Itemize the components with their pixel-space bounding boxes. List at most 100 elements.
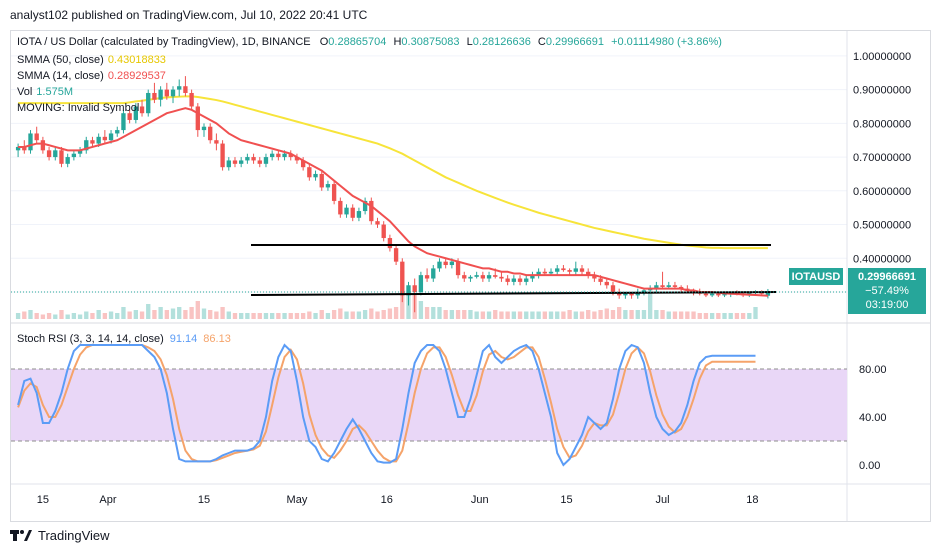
- candle: [443, 258, 448, 269]
- candle: [146, 89, 151, 117]
- candle: [486, 271, 492, 282]
- volume-bar: [232, 313, 238, 319]
- stoch-tick-label: 40.00: [859, 412, 887, 424]
- candle: [239, 157, 244, 168]
- volume-bar: [635, 310, 640, 319]
- time-tick-label: 15: [198, 494, 210, 506]
- candle: [536, 268, 541, 279]
- candle: [362, 197, 368, 215]
- candle: [468, 275, 473, 282]
- stoch-k-value: 91.14: [170, 333, 198, 345]
- volume-bar: [350, 311, 355, 319]
- volume-bar: [133, 310, 139, 319]
- candle: [65, 153, 70, 168]
- candle: [424, 268, 430, 282]
- price-tag-countdown: 03:19:00: [866, 299, 909, 311]
- brand-name: TradingView: [38, 527, 110, 543]
- tradingview-footer[interactable]: TradingView: [10, 522, 110, 548]
- volume-bar: [115, 313, 120, 319]
- volume-bar: [152, 310, 157, 319]
- volume-bar: [375, 311, 380, 319]
- volume-bar: [40, 314, 46, 319]
- candle: [251, 153, 256, 164]
- stoch-k-line: [17, 343, 756, 467]
- volume-bar: [530, 311, 535, 319]
- candle: [561, 265, 566, 272]
- time-axis[interactable]: 15 Apr 15 May 16 Jun 15 Jul 18: [37, 494, 759, 506]
- volume-bar: [53, 314, 58, 319]
- volume-bar: [474, 311, 479, 319]
- volume-bar: [381, 310, 386, 319]
- volume-bar: [195, 301, 200, 319]
- candle: [666, 281, 671, 289]
- candle: [164, 82, 169, 100]
- volume-bar: [214, 311, 219, 319]
- volume-bar: [561, 311, 566, 319]
- candle: [462, 271, 467, 282]
- volume-bar: [307, 311, 312, 319]
- volume-bar: [734, 313, 740, 319]
- volume-bar: [567, 310, 572, 319]
- candle: [257, 157, 262, 168]
- volume-bar: [257, 313, 262, 319]
- volume-bar: [672, 311, 678, 319]
- volume-bar: [121, 307, 126, 319]
- volume-bar: [716, 313, 721, 319]
- volume-bar: [449, 310, 455, 319]
- candle: [567, 268, 572, 276]
- smma14-label: SMMA (14, close): [17, 70, 104, 82]
- candle: [15, 143, 21, 158]
- time-tick-label: Jun: [471, 494, 489, 506]
- support-trendline[interactable]: [250, 291, 777, 296]
- candle: [214, 133, 219, 151]
- candle: [592, 271, 597, 282]
- high-value: 0.30875083: [401, 36, 459, 48]
- volume-bar: [300, 313, 306, 319]
- volume-bar: [728, 313, 733, 319]
- candle: [660, 271, 665, 289]
- volume-bar: [641, 310, 647, 319]
- stoch-tick-label: 0.00: [859, 460, 880, 472]
- volume-bar: [96, 310, 101, 319]
- candle: [313, 170, 318, 181]
- volume-bar: [499, 311, 504, 319]
- volume-bar: [158, 307, 163, 319]
- volume-bar: [15, 313, 21, 319]
- volume-bar: [678, 311, 684, 319]
- volume-bar: [177, 307, 182, 319]
- price-axis[interactable]: 1.00000000 0.90000000 0.80000000 0.70000000…: [853, 51, 911, 299]
- stoch-axis[interactable]: 80.00 40.00 0.00: [859, 364, 887, 472]
- candle: [28, 130, 33, 154]
- volume-bar: [685, 311, 690, 319]
- volume-bar: [226, 311, 231, 319]
- candle: [71, 150, 77, 161]
- price-tick-label: 0.80000000: [853, 118, 911, 130]
- price-tick-label: 0.70000000: [853, 152, 911, 164]
- candle: [431, 265, 436, 282]
- svg-text:Stoch RSI (3, 3, 14, 14, close: Stoch RSI (3, 3, 14, 14, close) 91.14 86.1…: [17, 333, 231, 345]
- volume-bar: [462, 310, 467, 319]
- volume-bar: [356, 311, 362, 319]
- chart-canvas[interactable]: 1.00000000 0.90000000 0.80000000 0.70000000…: [11, 31, 930, 521]
- candle: [474, 271, 479, 279]
- candle: [530, 271, 535, 282]
- candle: [387, 234, 393, 252]
- candle: [511, 275, 517, 286]
- volume-bar: [437, 307, 442, 319]
- candle: [152, 82, 157, 104]
- volume-bar: [393, 307, 399, 319]
- candle: [77, 146, 83, 158]
- stoch-d-value: 86.13: [203, 333, 231, 345]
- volume-bar: [325, 313, 331, 319]
- candle: [499, 271, 504, 282]
- smma50-label: SMMA (50, close): [17, 54, 104, 66]
- volume-bar: [220, 307, 225, 319]
- candle: [133, 103, 139, 124]
- volume-bar: [276, 313, 281, 319]
- candle: [177, 79, 182, 97]
- volume-bar: [369, 308, 374, 319]
- candle: [121, 109, 126, 134]
- candle: [102, 130, 108, 144]
- time-tick-label: 18: [746, 494, 758, 506]
- candle: [208, 123, 213, 144]
